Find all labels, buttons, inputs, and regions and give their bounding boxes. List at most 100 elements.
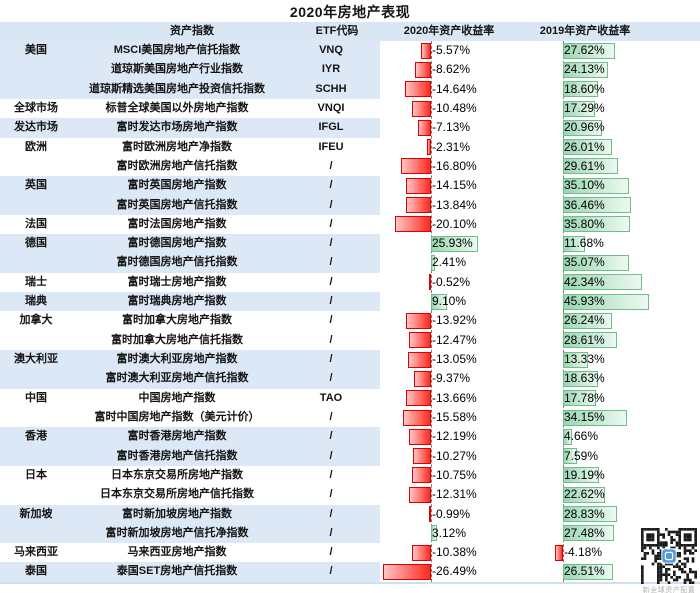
region-cell [0,408,72,427]
column-header-asset-index: 资产指数 [170,25,214,37]
return-2020-bar [402,409,431,426]
return-2019-bar [563,293,649,310]
return-2020-cell: -9.37% [380,369,540,388]
return-2020-bar [426,139,431,156]
return-2019-cell: 26.24% [540,311,700,330]
table-row: 日本 日本东京交易所房地产指数 / -10.75% 19.19% [0,466,700,485]
region-cell [0,157,72,176]
etf-code-cell: / [282,234,380,254]
asset-index-cell: 富时澳大利亚房地产信托指数 [72,369,282,389]
return-2019-bar [563,564,613,581]
dashed-axis-2020 [431,41,432,582]
return-2019-cell: 27.62% [540,41,700,60]
asset-index-cell: 富时瑞典房地产指数 [72,292,282,312]
return-2020-bar [383,564,431,581]
asset-index-cell: 富时加拿大房地产信托指数 [111,333,243,346]
return-2020-cell: -10.38% [380,543,540,562]
return-2020-value: -13.84% [432,197,477,212]
return-2019-cell: 17.29% [540,99,700,118]
return-2019-cell: 22.62% [540,485,700,504]
return-2020-cell: -10.75% [380,466,540,485]
return-2020-bar [418,119,431,136]
asset-index-cell: 富时英国房地产指数 [72,176,282,196]
asset-index-cell: 富时澳大利亚房地产指数 [72,350,282,370]
return-2019-bar [563,274,643,291]
return-2019-cell: 35.10% [540,176,700,195]
table-row: 美国 MSCI美国房地产信托指数 VNQ -5.57% 27.62% [0,41,700,61]
etf-code-cell: SCHH [282,79,380,99]
etf-code-cell: / [329,275,333,288]
table-row: 富时英国房地产信托指数 / -13.84% 36.46% [0,195,700,215]
return-2020-value: -13.92% [432,313,477,328]
return-2020-cell: -13.84% [380,196,540,215]
return-2020-cell: -14.15% [380,176,540,195]
asset-index-cell: 富时欧洲房地产净指数 [122,140,232,153]
return-2019-cell: 35.80% [540,215,700,234]
return-2019-value: 28.83% [564,506,605,521]
etf-code-cell: / [282,369,380,389]
etf-code-cell: IFGL [282,118,380,138]
return-2020-cell: -12.47% [380,331,540,350]
return-2019-bar [563,370,598,387]
return-2020-bar [420,42,431,59]
return-2020-cell: -12.31% [380,485,540,504]
column-header-2019-return: 2019年资产收益率 [539,25,631,37]
region-cell: 中国 [25,391,47,404]
asset-index-cell: 富时发达市场房地产指数 [72,118,282,138]
etf-code-cell: IFEU [318,140,344,153]
return-2019-bar [563,255,629,272]
region-cell [0,369,72,389]
asset-index-cell: 日本东京交易所房地产信托指数 [100,488,254,501]
return-2019-cell: 26.51% [540,562,700,581]
return-2019-value: 20.96% [564,120,605,135]
etf-code-cell: / [282,562,380,582]
return-2019-value: 13.33% [564,352,605,366]
table-row: 英国 富时英国房地产指数 / -14.15% 35.10% [0,176,700,196]
etf-code-cell: VNQ [282,41,380,61]
return-2020-bar [406,197,431,214]
return-2019-bar [563,390,597,407]
table-bottom-border [0,582,700,584]
return-2019-value: 27.62% [564,43,605,57]
return-2019-cell: 45.93% [540,292,700,311]
asset-index-cell: 富时瑞士房地产指数 [127,275,227,288]
table-row: 马来西亚 马来西亚房地产指数 / -10.38% -4.18% [0,543,700,562]
return-2019-bar [563,158,619,175]
return-2020-cell: 25.93% [380,234,540,253]
return-2020-bar [412,544,431,561]
return-2020-value: -9.37% [432,371,471,386]
table-row: 富时新加坡房地产信托净指数 / 3.12% 27.48% [0,523,700,544]
return-2020-bar [431,525,437,542]
return-2019-value: 27.48% [564,525,605,540]
return-2019-value: 18.63% [564,371,605,386]
return-2020-cell: -7.13% [380,118,540,137]
qr-code-block: 新全球资产配置 [641,528,697,593]
return-2019-bar [563,312,613,329]
return-2019-value: 34.15% [564,409,605,424]
return-2020-bar [411,467,431,484]
return-2019-bar [563,428,572,445]
table-row: 瑞士 富时瑞士房地产指数 / -0.52% 42.34% [0,273,700,292]
return-2020-value: -0.52% [432,274,471,289]
region-cell [0,485,72,504]
return-2020-value: -26.49% [432,564,477,579]
return-2019-value: 35.80% [564,216,605,231]
return-2020-value: -13.66% [432,390,477,405]
return-2019-bar [563,506,617,523]
return-2019-value: 42.34% [564,274,605,289]
return-2019-value: 4.66% [564,429,599,444]
return-2019-cell: 19.19% [540,466,700,485]
asset-index-cell: 中国房地产指数 [138,391,216,404]
etf-code-cell: / [282,504,380,524]
asset-index-cell: 马来西亚房地产指数 [127,546,227,559]
return-2019-bar [563,448,578,465]
return-2019-cell: 13.33% [540,350,700,369]
return-2019-bar [563,81,598,98]
region-cell: 瑞典 [0,292,72,312]
return-2020-cell: -15.58% [380,408,540,427]
return-2020-bar [412,448,431,465]
etf-code-cell: / [282,523,380,544]
return-2020-bar [431,293,448,310]
return-2020-bar [431,255,436,272]
